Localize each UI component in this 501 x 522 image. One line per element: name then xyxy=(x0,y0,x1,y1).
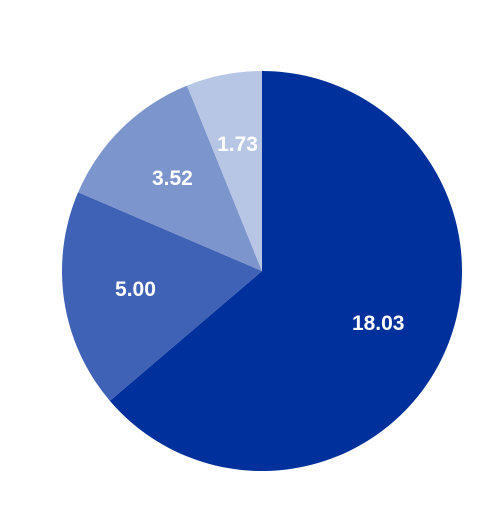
pie-slices xyxy=(62,70,463,472)
pie-slice-0 xyxy=(109,70,463,472)
pie-slice-1 xyxy=(62,192,262,401)
pie-slice-3 xyxy=(187,71,262,271)
pie-slice-label-3: 1.73 xyxy=(217,133,258,156)
pie-slice-label-2: 3.52 xyxy=(152,167,193,190)
pie-slice-label-1: 5.00 xyxy=(115,278,156,301)
pie-data-labels: 18.03 5.00 3.52 1.73 xyxy=(115,133,404,335)
pie-slice-2 xyxy=(78,85,262,271)
pie-slice-label-0: 18.03 xyxy=(352,312,405,335)
